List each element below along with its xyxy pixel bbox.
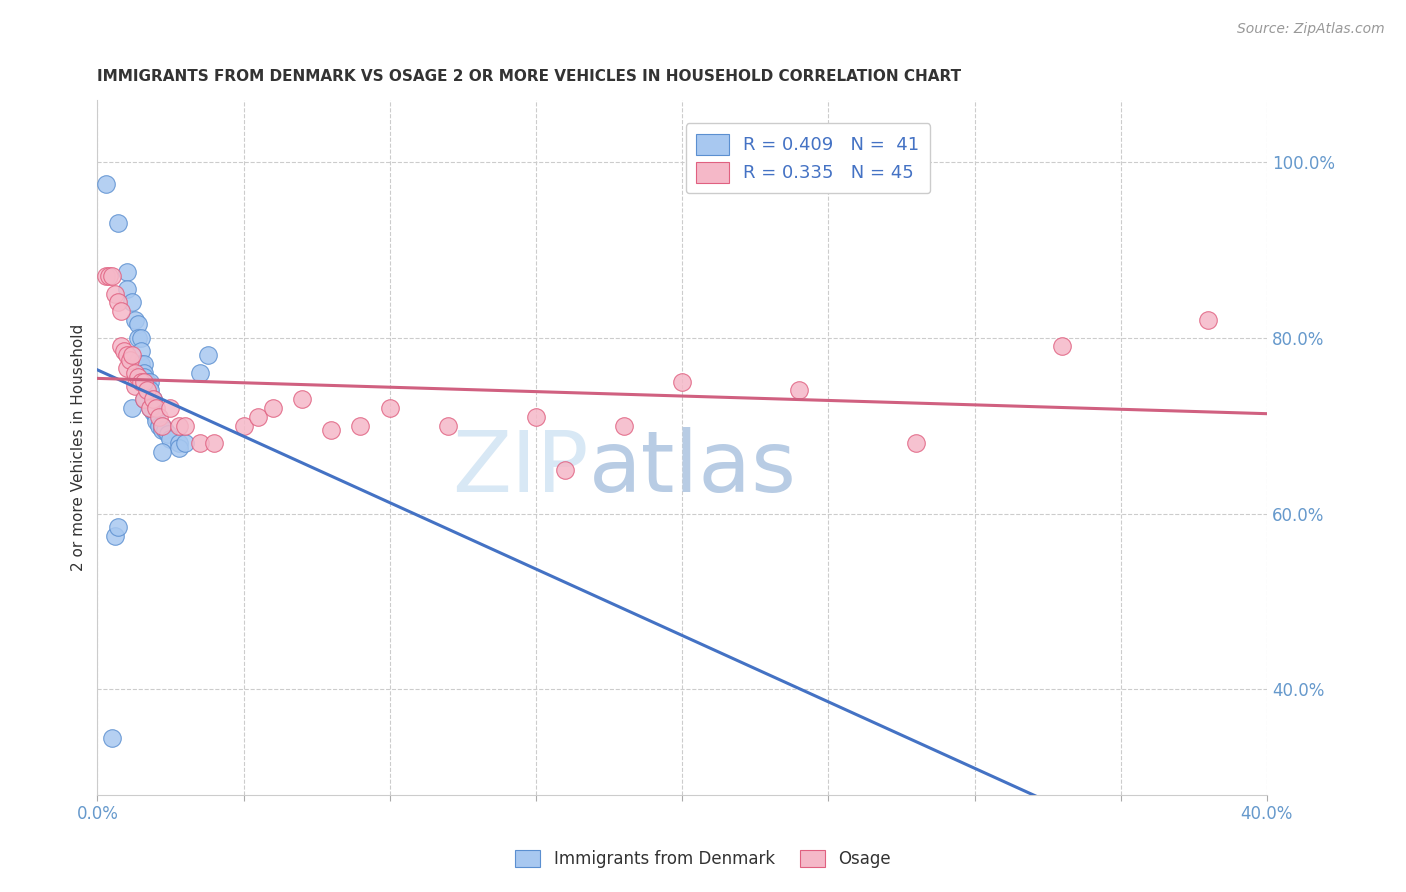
Point <box>107 295 129 310</box>
Point <box>349 418 371 433</box>
Point <box>150 418 173 433</box>
Point <box>145 409 167 424</box>
Point <box>321 423 343 437</box>
Point <box>232 418 254 433</box>
Point <box>524 409 547 424</box>
Legend: R = 0.409   N =  41, R = 0.335   N = 45: R = 0.409 N = 41, R = 0.335 N = 45 <box>686 123 931 194</box>
Point <box>136 379 159 393</box>
Point <box>101 731 124 745</box>
Point <box>174 436 197 450</box>
Point <box>134 366 156 380</box>
Point <box>134 392 156 406</box>
Point <box>247 409 270 424</box>
Point <box>142 405 165 419</box>
Point <box>129 357 152 371</box>
Point <box>148 418 170 433</box>
Point <box>167 418 190 433</box>
Point <box>115 282 138 296</box>
Point <box>124 313 146 327</box>
Point <box>156 427 179 442</box>
Point <box>202 436 225 450</box>
Point <box>159 432 181 446</box>
Point <box>142 392 165 406</box>
Point <box>112 343 135 358</box>
Point <box>145 414 167 428</box>
Point <box>115 361 138 376</box>
Point <box>167 436 190 450</box>
Point <box>1050 339 1073 353</box>
Point <box>129 375 152 389</box>
Point <box>145 401 167 415</box>
Point <box>136 375 159 389</box>
Y-axis label: 2 or more Vehicles in Household: 2 or more Vehicles in Household <box>72 324 86 571</box>
Point <box>121 348 143 362</box>
Point <box>188 366 211 380</box>
Point <box>613 418 636 433</box>
Point <box>110 304 132 318</box>
Point <box>124 366 146 380</box>
Point <box>148 409 170 424</box>
Point <box>94 268 117 283</box>
Point <box>127 330 149 344</box>
Point <box>378 401 401 415</box>
Point <box>107 216 129 230</box>
Point <box>142 401 165 415</box>
Point <box>139 384 162 398</box>
Point <box>124 379 146 393</box>
Point <box>101 268 124 283</box>
Point <box>787 384 810 398</box>
Point <box>134 357 156 371</box>
Point <box>174 418 197 433</box>
Point <box>129 330 152 344</box>
Text: IMMIGRANTS FROM DENMARK VS OSAGE 2 OR MORE VEHICLES IN HOUSEHOLD CORRELATION CHA: IMMIGRANTS FROM DENMARK VS OSAGE 2 OR MO… <box>97 69 962 84</box>
Point <box>107 519 129 533</box>
Point <box>104 286 127 301</box>
Point <box>150 445 173 459</box>
Point <box>127 370 149 384</box>
Point <box>1197 313 1219 327</box>
Point <box>167 441 190 455</box>
Point <box>150 418 173 433</box>
Point <box>134 375 156 389</box>
Point <box>153 423 176 437</box>
Text: atlas: atlas <box>589 427 797 510</box>
Point <box>134 370 156 384</box>
Point <box>104 528 127 542</box>
Point <box>94 177 117 191</box>
Legend: Immigrants from Denmark, Osage: Immigrants from Denmark, Osage <box>509 843 897 875</box>
Point <box>115 348 138 362</box>
Point <box>118 352 141 367</box>
Point <box>121 401 143 415</box>
Point <box>139 375 162 389</box>
Point <box>150 423 173 437</box>
Point <box>437 418 460 433</box>
Point <box>121 295 143 310</box>
Point <box>159 401 181 415</box>
Point <box>129 343 152 358</box>
Point <box>262 401 284 415</box>
Point <box>291 392 314 406</box>
Text: ZIP: ZIP <box>453 427 589 510</box>
Point <box>115 264 138 278</box>
Point <box>127 318 149 332</box>
Point <box>139 401 162 415</box>
Point <box>98 268 121 283</box>
Point <box>110 339 132 353</box>
Point <box>139 401 162 415</box>
Point <box>142 392 165 406</box>
Point <box>188 436 211 450</box>
Point <box>136 384 159 398</box>
Point <box>197 348 219 362</box>
Point <box>134 392 156 406</box>
Point <box>554 462 576 476</box>
Point <box>905 436 928 450</box>
Point <box>671 375 693 389</box>
Text: Source: ZipAtlas.com: Source: ZipAtlas.com <box>1237 22 1385 37</box>
